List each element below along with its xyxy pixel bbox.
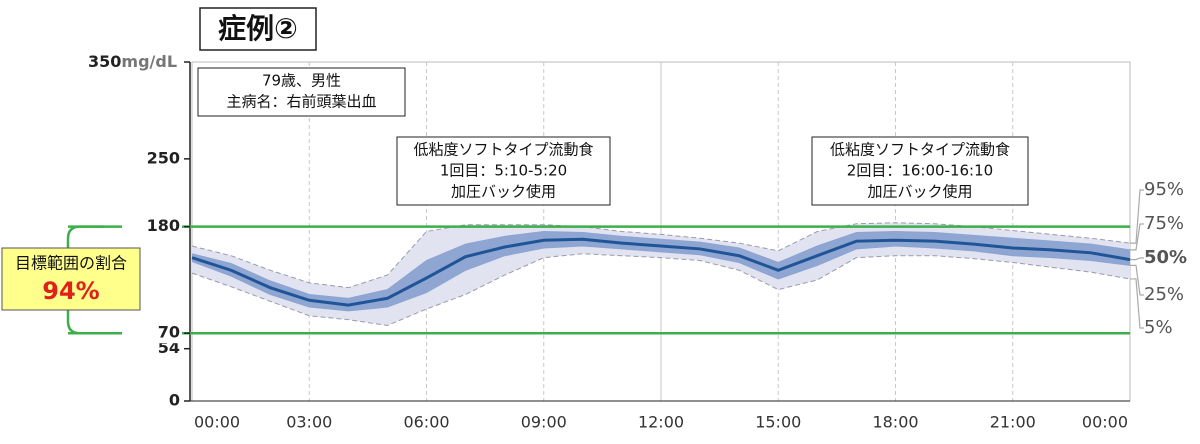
x-tick-label: 09:00 [521,413,567,432]
legend-label: 5% [1144,317,1173,338]
target-value: 94% [42,277,99,305]
legend-label: 50% [1144,247,1187,268]
inner-band [192,231,1130,311]
tick-label-bg [122,323,182,344]
percentile-line [191,237,1131,307]
x-tick-label: 21:00 [990,413,1036,432]
y-tick-label: 350mg/dL [88,52,177,71]
legend-label: 75% [1144,213,1184,234]
x-tick-label: 00:00 [194,413,240,432]
target-box [1,247,141,311]
x-tick-label: 06:00 [403,413,449,432]
legend-label: 25% [1144,284,1184,305]
annotation-text: 主病名：右前頭葉出血 [226,93,376,111]
legend-connector [1130,257,1144,261]
title-box [199,7,317,51]
annotation-text: 1回目：5:10-5:20 [440,162,567,180]
annotation-text: 低粘度ソフトタイプ流動食 [413,141,593,159]
annotation-text: 2回目：16:00-16:10 [847,162,993,180]
x-tick-label: 18:00 [872,413,918,432]
percentile-line [191,245,1131,312]
y-tick-label: 70 [158,323,180,342]
legend-connector [1130,223,1144,251]
annotation-text: 低粘度ソフトタイプ流動食 [830,141,1010,159]
y-tick-value: 350 [88,52,121,71]
y-tick-label: 250 [147,148,180,167]
y-tick-label: 180 [147,216,180,235]
x-tick-label: 03:00 [286,413,332,432]
legend-connector [1130,189,1144,244]
y-tick-label: 0 [169,391,180,410]
legend-connector [1130,264,1144,296]
annotation-box [396,136,611,206]
chart-title: 症例② [218,12,298,45]
percentile-line [191,230,1131,299]
x-tick-label: 00:00 [1082,413,1128,432]
legend-connector [1130,278,1144,329]
outer-band [192,222,1130,326]
x-tick-label: 15:00 [755,413,801,432]
tick-label-bg [122,216,182,237]
x-tick-label: 12:00 [638,413,684,432]
annotation-box [811,136,1029,206]
target-bracket [66,225,104,335]
percentile-line [191,253,1131,326]
annotation-text: 79歳、男性 [262,72,341,90]
annotation-box [197,67,406,117]
target-label: 目標範囲の割合 [15,254,127,273]
annotation-text: 加圧バック使用 [451,183,556,201]
y-unit: mg/dL [121,52,177,71]
legend-label: 95% [1144,179,1184,200]
annotation-text: 加圧バック使用 [867,183,972,201]
